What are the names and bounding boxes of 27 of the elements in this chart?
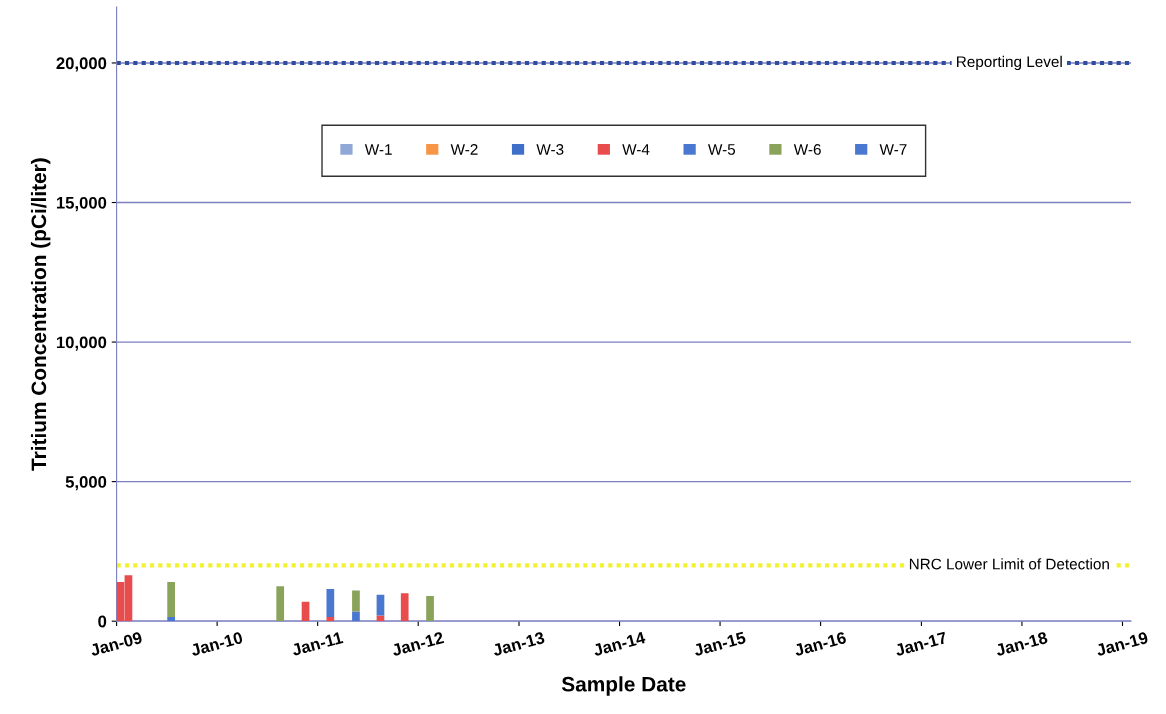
legend-label: W-4 bbox=[622, 144, 650, 155]
x-tick-label: Jan-14 bbox=[592, 631, 647, 657]
x-tick-label: Jan-18 bbox=[994, 631, 1049, 657]
ref-line-label: NRC Lower Limit of Detection bbox=[909, 558, 1109, 570]
legend-label: W-1 bbox=[364, 144, 392, 155]
x-tick-label: Jan-09 bbox=[89, 631, 143, 657]
x-tick-label: Jan-17 bbox=[894, 631, 948, 657]
legend-label: W-6 bbox=[793, 144, 821, 155]
y-tick-label: 0 bbox=[98, 615, 107, 628]
x-tick-label: Jan-16 bbox=[793, 631, 847, 657]
legend-label: W-3 bbox=[536, 144, 564, 155]
x-axis-title: Sample Date bbox=[561, 676, 686, 696]
legend-label: W-7 bbox=[879, 144, 907, 155]
y-tick-label: 5,000 bbox=[65, 476, 107, 491]
x-tick-label: Jan-11 bbox=[291, 631, 344, 657]
x-tick-label: Jan-15 bbox=[692, 631, 747, 657]
x-tick-label: Jan-13 bbox=[491, 631, 546, 657]
x-tick-label: Jan-12 bbox=[391, 631, 445, 657]
y-tick-label: 20,000 bbox=[56, 57, 107, 72]
y-axis-title: Tritium Concentration (pCi/liter) bbox=[30, 158, 51, 471]
ref-line-label: Reporting Level bbox=[957, 55, 1062, 71]
y-tick-label: 10,000 bbox=[56, 336, 107, 351]
x-tick-label: Jan-19 bbox=[1095, 631, 1149, 657]
x-tick-label: Jan-10 bbox=[189, 631, 244, 657]
legend-label: W-2 bbox=[450, 144, 478, 155]
y-tick-label: 15,000 bbox=[56, 196, 107, 212]
legend-label: W-5 bbox=[708, 144, 736, 155]
